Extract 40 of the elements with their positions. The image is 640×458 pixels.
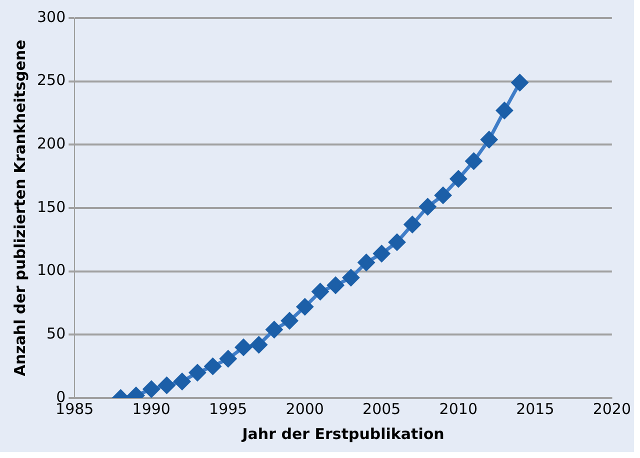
- point: [373, 245, 390, 262]
- point: [296, 298, 314, 316]
- point: [434, 187, 452, 204]
- y-tick-label: 200: [36, 134, 66, 153]
- x-tick-label: 1995: [209, 400, 248, 418]
- point: [342, 269, 360, 286]
- point: [312, 283, 328, 300]
- point: [174, 373, 190, 390]
- x-tick-label: 2005: [362, 400, 401, 418]
- point: [220, 350, 236, 367]
- point: [158, 377, 175, 394]
- point: [266, 321, 282, 338]
- x-tick-label: 2020: [592, 400, 632, 418]
- point: [496, 102, 513, 119]
- y-axis-title: Anzahl der publizierten Krankheitsgene: [10, 40, 29, 376]
- point: [419, 198, 436, 215]
- y-tick-label: 100: [36, 261, 66, 280]
- point: [235, 339, 252, 356]
- x-tick-label: 2015: [516, 400, 554, 418]
- y-tick-label: 150: [36, 198, 66, 216]
- x-axis-title: Jahr der Erstpublikation: [241, 424, 444, 443]
- point: [512, 74, 528, 91]
- x-tick-label: 2000: [286, 400, 324, 418]
- point: [204, 358, 222, 375]
- point: [250, 336, 268, 354]
- point: [466, 152, 482, 170]
- point: [143, 380, 160, 398]
- point: [281, 312, 298, 329]
- point: [189, 364, 206, 381]
- point: [404, 216, 421, 233]
- point: [327, 277, 344, 294]
- point: [450, 170, 467, 188]
- y-tick-label: 50: [46, 324, 66, 343]
- y-tick-label: 300: [36, 8, 66, 26]
- point: [388, 234, 406, 250]
- x-tick-label: 1990: [132, 400, 170, 418]
- point: [480, 131, 498, 148]
- point: [358, 254, 375, 271]
- y-tick-label: 250: [36, 71, 66, 90]
- x-tick-label: 2010: [439, 400, 478, 418]
